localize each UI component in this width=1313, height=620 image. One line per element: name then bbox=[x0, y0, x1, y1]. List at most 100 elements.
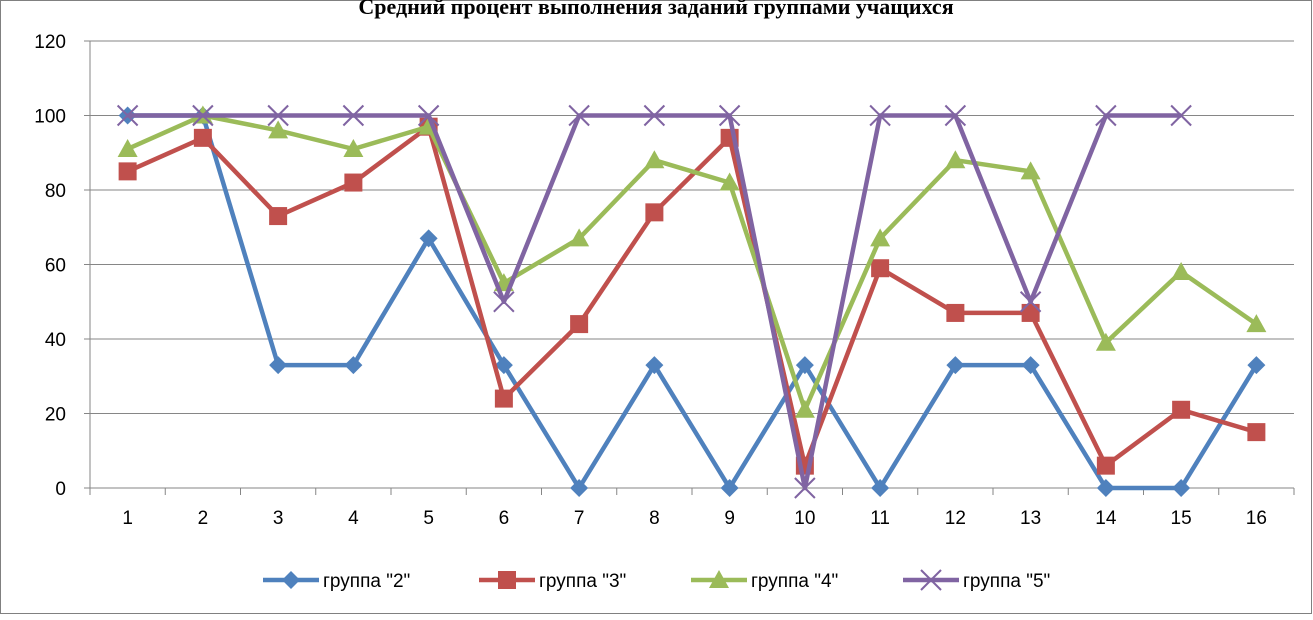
data-point bbox=[870, 228, 891, 247]
data-point bbox=[946, 303, 965, 322]
marker-stroke bbox=[267, 104, 289, 127]
x-tick-label: 15 bbox=[1171, 508, 1192, 529]
legend-marker bbox=[709, 570, 729, 588]
data-point bbox=[494, 389, 513, 408]
marker-stroke bbox=[1170, 104, 1192, 127]
data-point bbox=[645, 356, 664, 375]
data-point bbox=[118, 162, 137, 181]
data-point bbox=[794, 477, 816, 499]
data-point bbox=[1171, 261, 1192, 280]
data-point bbox=[871, 259, 890, 278]
marker-stroke bbox=[944, 104, 967, 127]
data-point bbox=[1246, 314, 1267, 333]
x-tick-label: 16 bbox=[1246, 508, 1267, 529]
data-point bbox=[417, 104, 440, 127]
x-tick-label: 5 bbox=[423, 508, 434, 529]
data-point bbox=[116, 104, 139, 127]
data-point bbox=[343, 139, 364, 158]
data-point bbox=[795, 356, 814, 375]
data-point bbox=[269, 356, 288, 375]
data-point bbox=[794, 399, 815, 418]
x-tick-label: 1 bbox=[122, 508, 133, 529]
legend-label: группа "2" bbox=[323, 571, 410, 592]
x-tick-label: 2 bbox=[198, 508, 209, 529]
legend-item: группа "2" bbox=[263, 571, 410, 592]
y-tick-label: 60 bbox=[45, 256, 66, 277]
marker-stroke bbox=[1095, 104, 1117, 127]
data-point bbox=[419, 229, 438, 248]
data-point bbox=[946, 356, 965, 375]
marker-stroke bbox=[116, 104, 139, 127]
data-point bbox=[192, 104, 214, 127]
legend-item: группа "4" bbox=[691, 570, 838, 592]
marker-stroke bbox=[568, 104, 590, 127]
data-point bbox=[1170, 104, 1192, 127]
x-tick-label: 11 bbox=[870, 508, 890, 529]
data-point bbox=[493, 291, 515, 313]
data-point bbox=[1021, 303, 1040, 322]
y-tick-label: 80 bbox=[45, 181, 66, 202]
x-tick-label: 9 bbox=[724, 508, 735, 529]
marker-stroke bbox=[920, 569, 942, 591]
data-point bbox=[344, 356, 363, 375]
x-tick-label: 12 bbox=[945, 508, 966, 529]
series-line bbox=[126, 124, 1258, 468]
data-point bbox=[945, 150, 966, 169]
x-tick-label: 7 bbox=[574, 508, 585, 529]
marker-stroke bbox=[718, 104, 741, 127]
data-point bbox=[869, 104, 891, 127]
x-tick-label: 6 bbox=[499, 508, 510, 529]
series-line bbox=[126, 113, 1258, 413]
data-point bbox=[269, 207, 288, 226]
data-point bbox=[267, 104, 289, 127]
marker-stroke bbox=[869, 104, 891, 127]
legend-item: группа "3" bbox=[479, 571, 626, 592]
y-tick-label: 120 bbox=[34, 32, 66, 53]
y-tick-label: 40 bbox=[45, 330, 66, 351]
marker-stroke bbox=[342, 104, 365, 127]
data-point bbox=[1172, 400, 1191, 419]
series-4 bbox=[116, 104, 1192, 499]
data-point bbox=[1095, 104, 1117, 127]
data-point bbox=[570, 479, 589, 497]
data-point bbox=[1095, 332, 1116, 351]
x-tick-label: 4 bbox=[348, 508, 359, 529]
y-tick-label: 100 bbox=[34, 107, 66, 128]
data-point bbox=[494, 356, 513, 375]
data-point bbox=[193, 128, 212, 147]
data-point bbox=[570, 315, 589, 334]
data-point bbox=[643, 104, 666, 127]
data-point bbox=[268, 120, 289, 139]
marker-stroke bbox=[1019, 291, 1042, 313]
data-point bbox=[1096, 456, 1115, 475]
data-point bbox=[1096, 479, 1115, 497]
legend: группа "2" группа "3" группа "4" группа "5" bbox=[263, 569, 1050, 592]
data-point bbox=[1019, 291, 1042, 313]
legend-label: группа "3" bbox=[539, 571, 626, 592]
marker-stroke bbox=[192, 104, 214, 127]
data-point bbox=[871, 479, 890, 497]
data-point bbox=[719, 172, 740, 191]
data-point bbox=[718, 104, 741, 127]
data-point bbox=[1247, 423, 1266, 442]
data-point bbox=[645, 203, 664, 222]
data-point bbox=[342, 104, 365, 127]
y-tick-label: 0 bbox=[55, 479, 66, 500]
series-line bbox=[127, 113, 1259, 491]
data-point bbox=[720, 479, 739, 497]
data-point bbox=[944, 104, 967, 127]
x-tick-label: 10 bbox=[794, 508, 815, 529]
legend-marker bbox=[282, 571, 300, 589]
marker-stroke bbox=[417, 104, 440, 127]
data-point bbox=[569, 228, 590, 247]
marker-stroke bbox=[493, 291, 515, 313]
series-2 bbox=[118, 117, 1266, 475]
legend-label: группа "5" bbox=[963, 571, 1050, 592]
legend-marker bbox=[920, 569, 942, 591]
data-point bbox=[644, 150, 665, 169]
x-tick-label: 13 bbox=[1020, 508, 1041, 529]
